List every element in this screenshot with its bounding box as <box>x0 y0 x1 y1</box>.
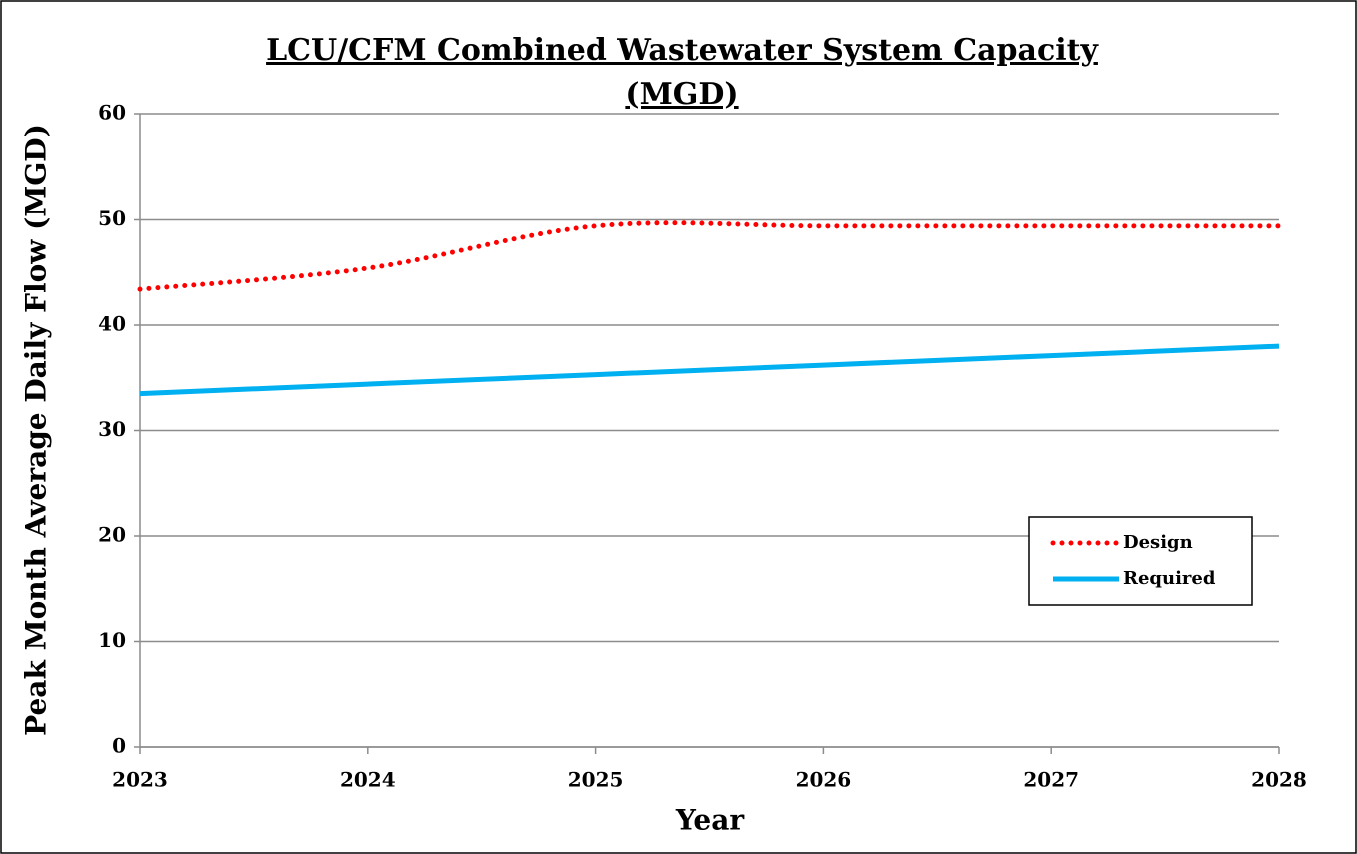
y-tick-label: 0 <box>112 734 126 758</box>
y-tick-label: 60 <box>98 101 126 125</box>
y-tick-label: 10 <box>98 628 126 652</box>
chart-title: (MGD) <box>625 77 738 112</box>
y-tick-label: 50 <box>98 206 126 230</box>
chart-title: LCU/CFM Combined Wastewater System Capac… <box>266 33 1099 68</box>
series-line <box>137 220 1282 292</box>
x-tick-label: 2027 <box>1023 768 1079 792</box>
legend-label: Design <box>1123 532 1193 553</box>
x-axis-label: Year <box>675 804 746 837</box>
y-axis-label: Peak Month Average Daily Flow (MGD) <box>20 124 53 736</box>
x-tick-label: 2023 <box>112 768 168 792</box>
x-tick-label: 2025 <box>568 768 624 792</box>
legend-label: Required <box>1123 568 1216 589</box>
series-line <box>139 343 1280 397</box>
y-tick-label: 30 <box>98 417 126 441</box>
legend-box <box>1028 516 1253 606</box>
y-tick-label: 40 <box>98 312 126 336</box>
x-tick-label: 2028 <box>1251 768 1307 792</box>
x-tick-label: 2024 <box>340 768 396 792</box>
x-tick-label: 2026 <box>796 768 852 792</box>
y-tick-label: 20 <box>98 523 126 547</box>
